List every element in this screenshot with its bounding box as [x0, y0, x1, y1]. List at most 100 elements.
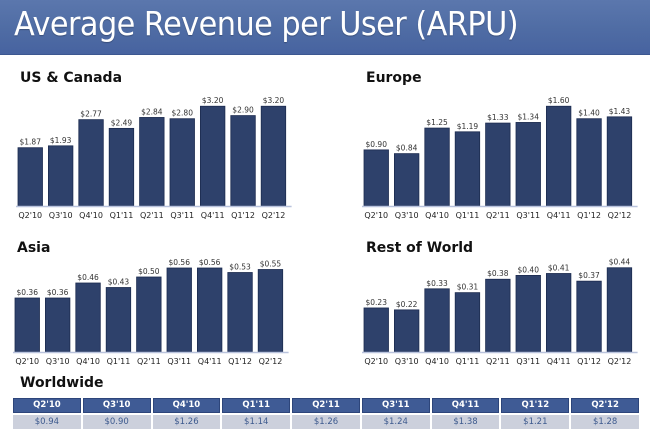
table-header-cell: Q1'12 [501, 398, 570, 413]
bar [78, 119, 104, 207]
bar [166, 267, 192, 353]
table-value-cell: $0.94 [13, 415, 81, 429]
x-tick-label: Q1'11 [456, 357, 480, 366]
data-label: $0.22 [396, 300, 418, 309]
bar [454, 131, 481, 207]
table-header-cell: Q1'11 [222, 398, 291, 413]
table-value-cell: $1.24 [361, 415, 430, 429]
bar [363, 307, 389, 353]
x-tick-label: Q3'11 [167, 357, 191, 366]
x-tick-label: Q4'11 [547, 211, 571, 220]
data-label: $1.25 [426, 118, 448, 127]
data-label: $0.40 [518, 265, 540, 274]
page-title: Average Revenue per User (ARPU) [14, 4, 519, 43]
data-label: $0.37 [578, 271, 600, 280]
table-header-cell: Q2'12 [571, 398, 639, 413]
x-tick-label: Q4'10 [76, 357, 100, 366]
data-label: $0.56 [169, 258, 191, 267]
bar [196, 267, 223, 353]
x-tick-label: Q1'11 [110, 211, 134, 220]
x-tick-label: Q2'10 [15, 357, 39, 366]
x-tick-label: Q2'12 [259, 357, 283, 366]
bar [108, 127, 135, 207]
bar [199, 105, 226, 207]
data-label: $0.23 [366, 298, 388, 307]
table-value-cell: $0.90 [82, 415, 151, 429]
x-tick-label: Q1'12 [577, 357, 601, 366]
bar [394, 309, 420, 353]
x-tick-label: Q2'11 [140, 211, 164, 220]
x-tick-label: Q3'10 [395, 357, 419, 366]
data-label: $0.38 [487, 269, 509, 278]
data-label: $0.31 [457, 283, 479, 292]
data-label: $0.36 [17, 288, 39, 297]
data-label: $1.40 [578, 109, 600, 118]
x-tick-label: Q2'12 [608, 357, 632, 366]
chart-panel-asia: Asia $0.36 Q2'10 $0.36 Q3'10 $0.46 Q4'10 $0.43… [13, 240, 292, 370]
bar [45, 297, 71, 353]
x-tick-label: Q2'10 [364, 211, 388, 220]
x-tick-label: Q3'11 [516, 211, 540, 220]
chart-title: Asia [17, 240, 51, 256]
x-tick-label: Q4'11 [198, 357, 222, 366]
data-label: $3.20 [202, 96, 224, 105]
data-label: $1.60 [548, 96, 570, 105]
x-tick-label: Q2'10 [364, 357, 388, 366]
table-value-cell: $1.38 [431, 415, 500, 429]
table-value-cell: $1.14 [222, 415, 291, 429]
chart-title: US & Canada [20, 70, 123, 86]
x-tick-label: Q1'11 [456, 211, 480, 220]
bar [230, 115, 256, 207]
bar-chart-europe: $0.90 Q2'10 $0.84 Q3'10 $1.25 Q4'10 $1.19 Q1'11… [362, 96, 638, 220]
bar [606, 267, 633, 353]
data-label: $0.41 [548, 263, 570, 272]
chart-title: Europe [366, 70, 422, 86]
x-tick-label: Q1'12 [228, 357, 252, 366]
x-tick-label: Q4'10 [425, 357, 449, 366]
x-tick-label: Q2'10 [18, 211, 42, 220]
bar [169, 118, 195, 207]
table-value-cell: $1.26 [152, 415, 221, 429]
table-header-cell: Q4'11 [431, 398, 500, 413]
page-header: Average Revenue per User (ARPU) [0, 0, 650, 55]
table-value-cell: $1.21 [501, 415, 570, 429]
bar [424, 288, 450, 353]
chart-panel-rest-of-world: Rest of World $0.23 Q2'10 $0.22 Q3'10 $0.33 Q… [362, 240, 641, 370]
data-label: $3.20 [263, 96, 285, 105]
data-label: $0.90 [366, 140, 388, 149]
x-tick-label: Q2'11 [486, 357, 510, 366]
bar-chart-asia: $0.36 Q2'10 $0.36 Q3'10 $0.46 Q4'10 $0.43 Q1'11… [13, 258, 289, 366]
bar [606, 116, 633, 207]
bar [260, 105, 287, 207]
data-label: $2.77 [80, 110, 102, 119]
table-header-cell: Q4'10 [152, 398, 221, 413]
data-label: $2.90 [232, 106, 254, 115]
table-header-cell: Q3'10 [82, 398, 151, 413]
data-label: $1.87 [20, 138, 42, 147]
bar [394, 153, 420, 207]
x-tick-label: Q2'11 [486, 211, 510, 220]
chart-panel-us-canada: US & Canada $1.87 Q2'10 $1.93 Q3'10 $2.77 Q4'… [16, 70, 295, 220]
data-label: $0.84 [396, 144, 418, 153]
x-tick-label: Q4'10 [425, 211, 449, 220]
bar [227, 272, 253, 353]
data-label: $1.34 [518, 112, 540, 121]
worldwide-table: Q2'10 Q3'10 Q4'10 Q1'11 Q2'11 Q3'11 Q4'11 Q1'12… [13, 398, 639, 429]
table-value-cell: $1.28 [571, 415, 639, 429]
data-label: $2.49 [111, 118, 133, 127]
bar [454, 292, 481, 353]
chart-title: Rest of World [366, 240, 474, 256]
data-label: $0.46 [77, 273, 99, 282]
chart-panel-europe: Europe $0.90 Q2'10 $0.84 Q3'10 $1.25 Q4'10 $1.… [362, 70, 641, 220]
bar [257, 269, 284, 353]
bar [136, 276, 162, 353]
data-label: $1.19 [457, 122, 479, 131]
data-label: $0.36 [47, 288, 69, 297]
bar [75, 282, 101, 353]
bar-chart-rest-of-world: $0.23 Q2'10 $0.22 Q3'10 $0.33 Q4'10 $0.31 Q1'11… [362, 258, 638, 366]
x-tick-label: Q4'11 [201, 211, 225, 220]
x-tick-label: Q3'10 [49, 211, 73, 220]
x-tick-label: Q4'10 [79, 211, 103, 220]
data-label: $2.80 [172, 109, 194, 118]
bar [545, 273, 572, 353]
